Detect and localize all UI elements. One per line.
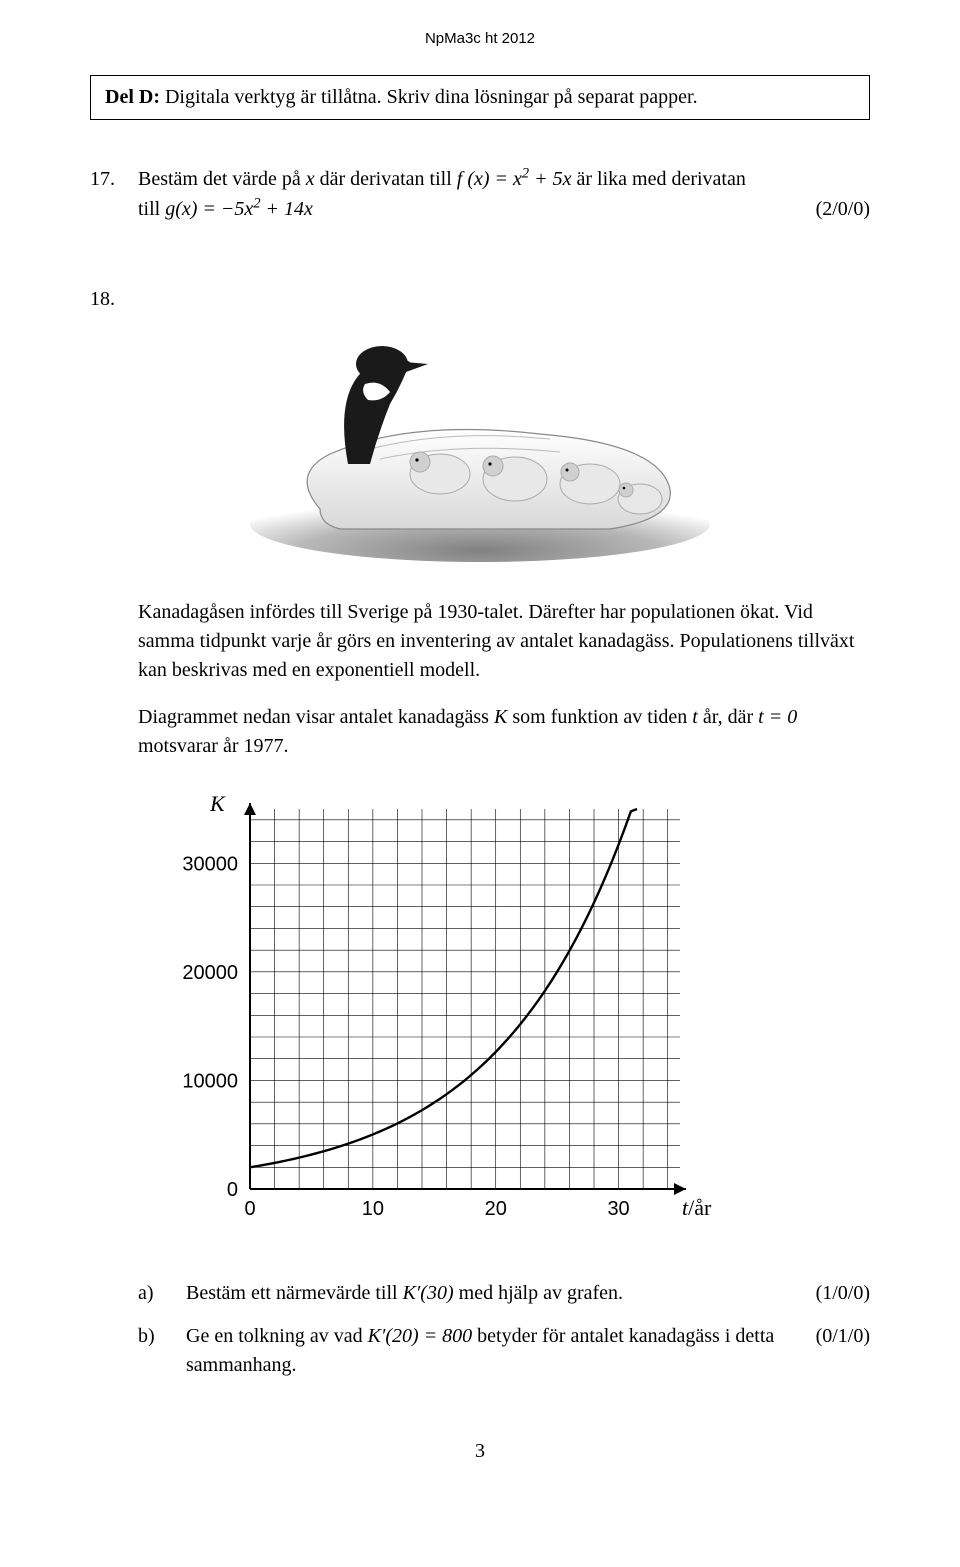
- svg-text:0: 0: [227, 1179, 238, 1201]
- svg-text:10000: 10000: [182, 1070, 238, 1092]
- page-number: 3: [90, 1440, 870, 1463]
- page: NpMa3c ht 2012 Del D: Digitala verktyg ä…: [0, 0, 960, 1503]
- p18a-points: (1/0/0): [790, 1279, 870, 1308]
- goose-illustration: [230, 334, 730, 564]
- svg-text:20000: 20000: [182, 962, 238, 984]
- p18a-text2: med hjälp av grafen.: [454, 1282, 623, 1304]
- problem-17-points: (2/0/0): [790, 194, 870, 224]
- page-header: NpMa3c ht 2012: [90, 30, 870, 47]
- problem-18a: a) Bestäm ett närmevärde till K′(30) med…: [138, 1279, 870, 1308]
- svg-text:t/år: t/år: [682, 1195, 712, 1220]
- p18a-text1: Bestäm ett närmevärde till: [186, 1282, 403, 1304]
- problem-18: 18.: [90, 284, 870, 1380]
- p18b-points: (0/1/0): [790, 1322, 870, 1351]
- gx-expr: g(x) = −5x2 + 14x: [165, 198, 313, 220]
- problem-18b: b) Ge en tolkning av vad K′(20) = 800 be…: [138, 1322, 870, 1380]
- p18-para2: Diagrammet nedan visar antalet kanadagäs…: [138, 703, 870, 761]
- p18-para1: Kanadagåsen infördes till Sverige på 193…: [138, 598, 870, 685]
- svg-text:20: 20: [485, 1198, 507, 1220]
- svg-text:30: 30: [607, 1198, 629, 1220]
- svg-text:0: 0: [244, 1198, 255, 1220]
- p17-text2: där derivatan till: [315, 168, 457, 190]
- problem-17-line2: till g(x) = −5x2 + 14x: [138, 194, 790, 224]
- problem-17: 17. Bestäm det värde på x där derivatan …: [90, 164, 870, 224]
- exponential-chart: 0 10 20 30 10000 20000 30000 0 Kt/år: [160, 779, 870, 1239]
- section-d-text: Digitala verktyg är tillåtna. Skriv dina…: [160, 86, 698, 108]
- t-zero: t = 0: [758, 706, 797, 728]
- problem-17-number: 17.: [90, 164, 138, 194]
- svg-text:10: 10: [362, 1198, 384, 1220]
- p17-till: till: [138, 198, 165, 220]
- fx-expr: f (x) = x2 + 5x: [457, 168, 572, 190]
- var-K: K: [494, 706, 507, 728]
- p18b-text1: Ge en tolkning av vad: [186, 1325, 368, 1347]
- problem-17-body: Bestäm det värde på x där derivatan till…: [138, 164, 790, 194]
- label-b: b): [138, 1322, 186, 1351]
- p18b-expr: K′(20) = 800: [368, 1325, 473, 1347]
- p18a-expr: K′(30): [403, 1282, 454, 1304]
- var-x: x: [306, 168, 315, 190]
- problem-18-number: 18.: [90, 284, 138, 314]
- p17-text: Bestäm det värde på: [138, 168, 306, 190]
- svg-text:30000: 30000: [182, 853, 238, 875]
- section-d-box: Del D: Digitala verktyg är tillåtna. Skr…: [90, 75, 870, 120]
- section-d-label: Del D:: [105, 86, 160, 108]
- label-a: a): [138, 1279, 186, 1308]
- svg-text:K: K: [209, 791, 226, 816]
- p17-text3: är lika med derivatan: [572, 168, 746, 190]
